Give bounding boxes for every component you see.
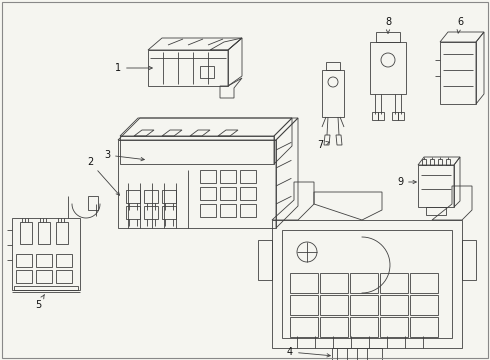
Bar <box>240 187 256 200</box>
Bar <box>410 295 438 315</box>
Bar <box>144 190 158 203</box>
Bar <box>372 112 378 120</box>
Bar <box>162 206 176 219</box>
Text: 8: 8 <box>385 17 391 33</box>
Text: 9: 9 <box>397 177 416 187</box>
Bar <box>200 187 216 200</box>
Bar <box>398 112 404 120</box>
Bar <box>220 204 236 217</box>
Text: 2: 2 <box>87 157 120 195</box>
Bar <box>144 206 158 219</box>
Bar <box>220 170 236 183</box>
Bar <box>410 273 438 293</box>
Bar <box>200 204 216 217</box>
Bar <box>56 270 72 283</box>
Bar <box>16 254 32 267</box>
Bar <box>126 206 140 219</box>
Bar <box>220 187 236 200</box>
Text: 6: 6 <box>457 17 463 33</box>
Bar <box>350 273 378 293</box>
Bar <box>380 317 408 337</box>
Bar <box>426 207 446 215</box>
Bar <box>380 295 408 315</box>
Bar <box>162 190 176 203</box>
Bar <box>320 317 348 337</box>
Bar <box>410 317 438 337</box>
Bar <box>126 190 140 203</box>
Bar <box>38 222 50 244</box>
Text: 5: 5 <box>35 295 44 310</box>
Bar <box>320 273 348 293</box>
Bar <box>332 348 382 360</box>
Bar <box>376 32 400 42</box>
Text: 4: 4 <box>287 347 330 357</box>
Bar <box>290 295 318 315</box>
Bar <box>392 112 398 120</box>
Text: 1: 1 <box>115 63 152 73</box>
Text: 7: 7 <box>317 140 329 150</box>
Bar <box>326 62 340 70</box>
Bar <box>56 222 68 244</box>
Bar <box>36 270 52 283</box>
Bar <box>380 273 408 293</box>
Bar <box>14 286 78 290</box>
Bar <box>200 170 216 183</box>
Bar <box>378 112 384 120</box>
Bar <box>290 273 318 293</box>
Bar <box>350 295 378 315</box>
Bar <box>200 66 214 78</box>
Bar <box>350 317 378 337</box>
Bar <box>88 196 98 210</box>
Bar <box>36 254 52 267</box>
Bar <box>320 295 348 315</box>
Bar <box>290 317 318 337</box>
Bar <box>56 254 72 267</box>
Text: 3: 3 <box>104 150 145 161</box>
Bar <box>240 204 256 217</box>
Bar <box>16 270 32 283</box>
Bar <box>282 230 452 338</box>
Bar <box>20 222 32 244</box>
Bar <box>240 170 256 183</box>
